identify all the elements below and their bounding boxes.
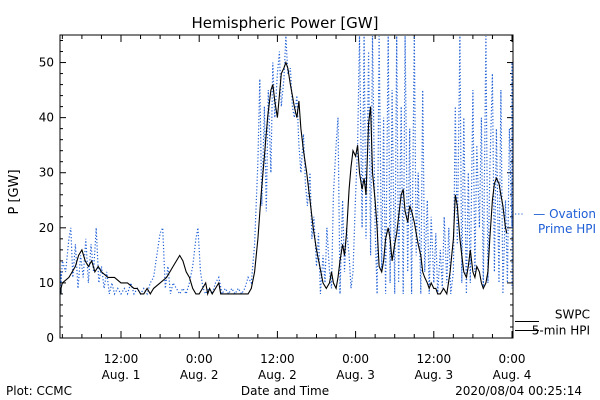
x-tick-time-label: 0:00 <box>342 352 369 366</box>
x-tick-date-label: Aug. 2 <box>258 368 297 382</box>
x-tick-time-label: 12:00 <box>417 352 452 366</box>
series-layer <box>60 35 513 297</box>
y-tick-label: 10 <box>39 276 54 290</box>
x-tick-time-label: 12:00 <box>104 352 139 366</box>
series-swpc-hpi-line <box>60 60 508 297</box>
x-tick-time-label: 12:00 <box>260 352 295 366</box>
y-axis-ticks: 0 10 20 30 40 50 <box>39 40 513 345</box>
y-tick-label: 50 <box>39 56 54 70</box>
series-ovation-prime-line <box>60 35 513 296</box>
chart-title: Hemispheric Power [GW] <box>192 14 379 32</box>
x-tick-date-label: Aug. 4 <box>493 368 532 382</box>
y-tick-label: 0 <box>46 331 54 345</box>
x-axis-label: Date and Time <box>241 384 329 398</box>
x-tick-date-label: Aug. 2 <box>180 368 219 382</box>
legend-ovation-label-line2: Prime HPI <box>538 222 596 236</box>
y-tick-label: 40 <box>39 111 54 125</box>
plot-credit: Plot: CCMC <box>6 384 72 398</box>
legend-swpc-label-line1: SWPC <box>555 307 590 321</box>
y-tick-label: 20 <box>39 221 54 235</box>
x-tick-date-label: Aug. 3 <box>336 368 375 382</box>
plot-frame <box>59 34 514 339</box>
x-tick-date-label: Aug. 3 <box>414 368 453 382</box>
x-tick-date-label: Aug. 1 <box>102 368 141 382</box>
x-axis-ticks: 12:00 Aug. 1 0:00 Aug. 2 12:00 Aug. 2 0:00 Aug.… <box>61 35 532 382</box>
x-tick-time-label: 0:00 <box>499 352 526 366</box>
timestamp: 2020/08/04 00:25:14 <box>455 384 582 398</box>
legend-swpc-label-line2: 5-min HPI <box>532 323 590 337</box>
legend-ovation-label-line1: — Ovation <box>533 207 596 221</box>
y-tick-label: 30 <box>39 166 54 180</box>
x-tick-time-label: 0:00 <box>186 352 213 366</box>
y-axis-label: P [GW] <box>7 169 22 214</box>
